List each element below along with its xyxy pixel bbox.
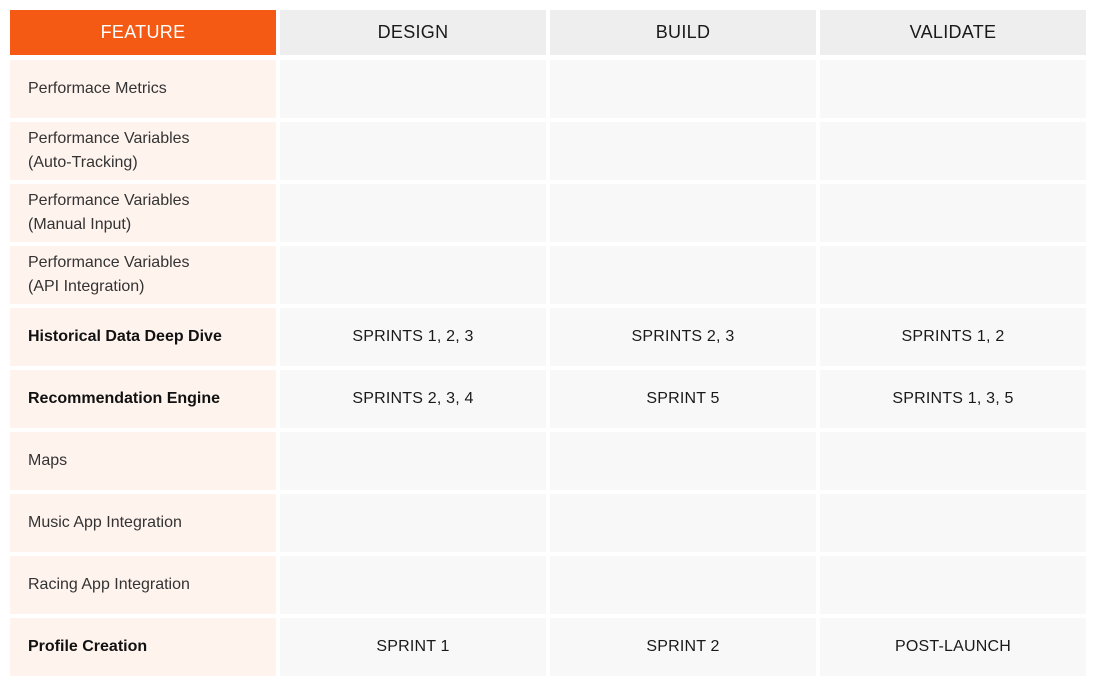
design-cell: SPRINTS 2, 3, 4 (280, 370, 546, 428)
build-cell (550, 556, 816, 614)
header-validate: VALIDATE (820, 10, 1086, 55)
design-cell (280, 122, 546, 180)
header-build: BUILD (550, 10, 816, 55)
feature-cell: Performance Variables (API Integration) (10, 246, 276, 304)
build-cell: SPRINT 5 (550, 370, 816, 428)
build-cell (550, 184, 816, 242)
build-cell (550, 494, 816, 552)
build-cell (550, 122, 816, 180)
feature-label: Performace Metrics (28, 80, 167, 97)
header-design: DESIGN (280, 10, 546, 55)
design-cell: SPRINTS 1, 2, 3 (280, 308, 546, 366)
feature-cell: Performance Variables (Manual Input) (10, 184, 276, 242)
feature-cell: Music App Integration (10, 494, 276, 552)
feature-cell: Historical Data Deep Dive (10, 308, 276, 366)
feature-cell: Performance Variables (Auto-Tracking) (10, 122, 276, 180)
feature-cell: Recommendation Engine (10, 370, 276, 428)
validate-cell (820, 246, 1086, 304)
validate-cell: SPRINTS 1, 3, 5 (820, 370, 1086, 428)
feature-sublabel: (Manual Input) (28, 216, 132, 233)
feature-sublabel: (Auto-Tracking) (28, 154, 138, 171)
feature-label: Music App Integration (28, 514, 182, 531)
design-cell (280, 246, 546, 304)
feature-label: Historical Data Deep Dive (28, 328, 222, 345)
feature-label: Performance Variables (28, 130, 190, 147)
feature-label: Maps (28, 452, 68, 469)
validate-cell (820, 432, 1086, 490)
feature-label: Performance Variables (28, 254, 190, 271)
validate-cell (820, 556, 1086, 614)
feature-label: Recommendation Engine (28, 390, 221, 407)
build-cell: SPRINT 2 (550, 618, 816, 676)
header-feature: FEATURE (10, 10, 276, 55)
validate-cell: POST-LAUNCH (820, 618, 1086, 676)
design-cell (280, 60, 546, 118)
design-cell (280, 494, 546, 552)
feature-cell: Maps (10, 432, 276, 490)
feature-sublabel: (API Integration) (28, 278, 145, 295)
design-cell (280, 556, 546, 614)
design-cell (280, 432, 546, 490)
validate-cell (820, 494, 1086, 552)
feature-cell: Racing App Integration (10, 556, 276, 614)
feature-label: Performance Variables (28, 192, 190, 209)
validate-cell: SPRINTS 1, 2 (820, 308, 1086, 366)
validate-cell (820, 122, 1086, 180)
feature-label: Profile Creation (28, 638, 148, 655)
feature-label: Racing App Integration (28, 576, 190, 593)
validate-cell (820, 60, 1086, 118)
build-cell (550, 432, 816, 490)
feature-cell: Profile Creation (10, 618, 276, 676)
build-cell: SPRINTS 2, 3 (550, 308, 816, 366)
design-cell: SPRINT 1 (280, 618, 546, 676)
build-cell (550, 246, 816, 304)
roadmap-table: FEATURE DESIGN BUILD VALIDATE Performace… (10, 10, 1086, 680)
design-cell (280, 184, 546, 242)
feature-cell: Performace Metrics (10, 60, 276, 118)
validate-cell (820, 184, 1086, 242)
build-cell (550, 60, 816, 118)
